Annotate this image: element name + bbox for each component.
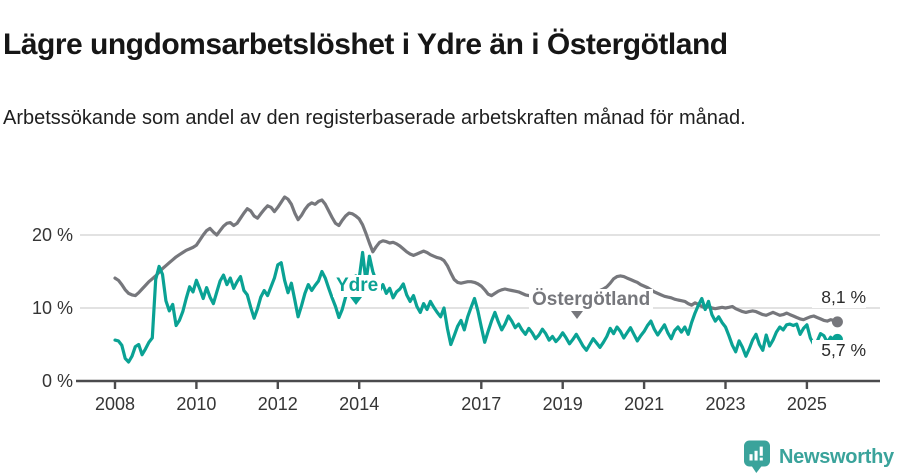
x-tick-label: 2021 — [624, 394, 664, 414]
chart-title: Lägre ungdomsarbetslöshet i Ydre än i Ös… — [3, 28, 728, 62]
series-line-östergötland — [113, 195, 839, 324]
series-label-ydre: Ydre — [333, 275, 382, 297]
x-tick-label: 2025 — [787, 394, 827, 414]
chart-subtitle: Arbetssökande som andel av den registerb… — [3, 107, 746, 129]
x-tick-label: 2019 — [543, 394, 583, 414]
newsworthy-wordmark: Newsworthy — [779, 445, 894, 468]
newsworthy-logo-icon — [744, 440, 770, 473]
end-value-label-ostergotland: 8,1 % — [812, 287, 866, 308]
newsworthy-logo[interactable]: Newsworthy — [742, 440, 894, 474]
ostergotland-annotation-arrow-icon — [571, 311, 583, 319]
y-tick-label: 20 % — [32, 225, 73, 245]
end-dot-östergötland — [831, 316, 843, 328]
series-line-ydre — [113, 250, 839, 364]
y-tick-label: 10 % — [32, 298, 73, 318]
x-tick-label: 2010 — [176, 394, 216, 414]
y-tick-label: 0 % — [42, 371, 73, 391]
end-value-label-ydre: 5,7 % — [812, 340, 866, 361]
series-label-ostergotland: Östergötland — [529, 289, 654, 311]
x-tick-label: 2023 — [705, 394, 745, 414]
x-tick-label: 2017 — [461, 394, 501, 414]
ydre-annotation-arrow-icon — [350, 297, 362, 305]
x-tick-label: 2008 — [95, 394, 135, 414]
x-tick-label: 2012 — [258, 394, 298, 414]
x-tick-label: 2014 — [339, 394, 379, 414]
